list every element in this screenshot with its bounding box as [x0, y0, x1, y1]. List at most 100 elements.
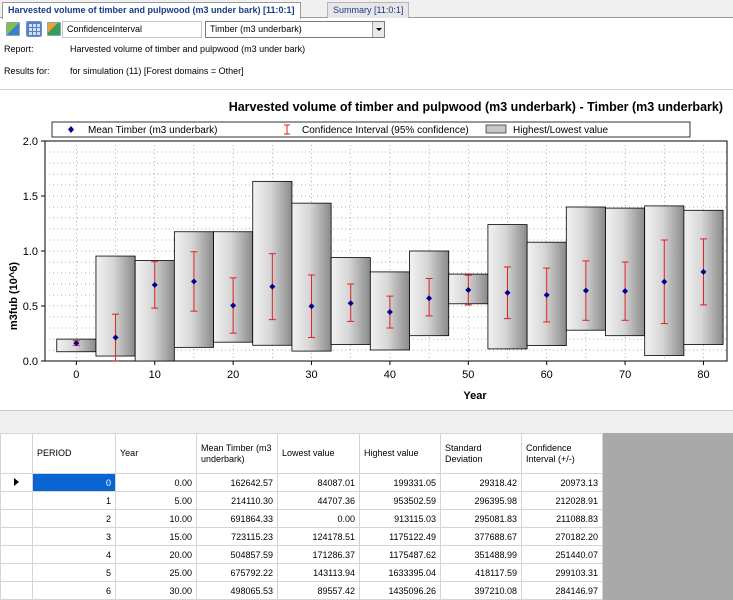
- cell-highest[interactable]: 1175122.49: [359, 527, 441, 546]
- row-selector[interactable]: [0, 545, 33, 564]
- table-row[interactable]: 0 0.00 162642.57 84087.01 199331.05 29318.42 2…: [0, 473, 603, 492]
- tab-summary[interactable]: Summary [11:0:1]: [327, 2, 410, 18]
- cell-ci[interactable]: 212028.91: [521, 491, 603, 510]
- splitter[interactable]: [0, 410, 733, 433]
- cell-period[interactable]: 3: [32, 527, 116, 546]
- legend-diamond-icon: [68, 126, 74, 133]
- cell-stddev[interactable]: 296395.98: [440, 491, 522, 510]
- column-header-year[interactable]: Year: [115, 433, 197, 474]
- cell-ci[interactable]: 270182.20: [521, 527, 603, 546]
- column-header-ci[interactable]: Confidence Interval (+/-): [521, 433, 603, 474]
- cell-mean[interactable]: 162642.57: [196, 473, 278, 492]
- row-selector[interactable]: [0, 473, 33, 492]
- cell-mean[interactable]: 504857.59: [196, 545, 278, 564]
- cell-highest[interactable]: 913115.03: [359, 509, 441, 528]
- table-row[interactable]: 4 20.00 504857.59 171286.37 1175487.62 351488…: [0, 545, 603, 564]
- column-header-stddev[interactable]: Standard Deviation: [440, 433, 522, 474]
- cell-highest[interactable]: 953502.59: [359, 491, 441, 510]
- chevron-down-icon[interactable]: [372, 22, 384, 37]
- results-table: PERIOD Year Mean Timber (m3 underbark) L…: [0, 433, 603, 600]
- cell-lowest[interactable]: 89557.42: [277, 581, 360, 600]
- mean-point: [230, 302, 237, 309]
- table-row[interactable]: 1 5.00 214110.30 44707.36 953502.59 296395.98…: [0, 491, 603, 510]
- mean-point: [269, 283, 276, 290]
- report-value: Harvested volume of timber and pulpwood …: [70, 44, 306, 54]
- cell-stddev[interactable]: 295081.83: [440, 509, 522, 528]
- table-row[interactable]: 3 15.00 723115.23 124178.51 1175122.49 377688…: [0, 527, 603, 546]
- cell-mean[interactable]: 498065.53: [196, 581, 278, 600]
- report-label: Report:: [4, 44, 34, 54]
- cell-year[interactable]: 0.00: [115, 473, 197, 492]
- cell-period[interactable]: 1: [32, 491, 116, 510]
- cell-lowest[interactable]: 84087.01: [277, 473, 360, 492]
- x-tick-label: 10: [149, 369, 161, 381]
- cell-lowest[interactable]: 0.00: [277, 509, 360, 528]
- results-value: for simulation (11) [Forest domains = Ot…: [70, 66, 244, 76]
- legend-box: [51, 121, 691, 138]
- cell-highest[interactable]: 1633395.04: [359, 563, 441, 582]
- cell-stddev[interactable]: 397210.08: [440, 581, 522, 600]
- row-selector[interactable]: [0, 509, 33, 528]
- chart-image-icon[interactable]: [6, 22, 20, 36]
- column-header-period[interactable]: PERIOD: [32, 433, 116, 474]
- cell-period[interactable]: 6: [32, 581, 116, 600]
- table-row[interactable]: 2 10.00 691864.33 0.00 913115.03 295081.83 211…: [0, 509, 603, 528]
- cell-lowest[interactable]: 44707.36: [277, 491, 360, 510]
- y-tick-label: 0.0: [23, 356, 38, 368]
- cell-mean[interactable]: 675792.22: [196, 563, 278, 582]
- series-value: Timber (m3 underbark): [210, 24, 302, 34]
- grid-icon[interactable]: [26, 21, 42, 37]
- cell-stddev[interactable]: 418117.59: [440, 563, 522, 582]
- cell-ci[interactable]: 251440.07: [521, 545, 603, 564]
- cell-ci[interactable]: 20973.13: [521, 473, 603, 492]
- toolbar: ConfidenceInterval Timber (m3 underbark): [0, 19, 733, 41]
- column-header-highest[interactable]: Highest value: [359, 433, 441, 474]
- cell-mean[interactable]: 691864.33: [196, 509, 278, 528]
- cell-mean[interactable]: 214110.30: [196, 491, 278, 510]
- chart-series-icon[interactable]: [47, 22, 61, 36]
- cell-highest[interactable]: 1175487.62: [359, 545, 441, 564]
- cell-mean[interactable]: 723115.23: [196, 527, 278, 546]
- row-selector[interactable]: [0, 491, 33, 510]
- cell-year[interactable]: 20.00: [115, 545, 197, 564]
- cell-lowest[interactable]: 171286.37: [277, 545, 360, 564]
- mean-point: [661, 278, 668, 285]
- chart-type-select[interactable]: ConfidenceInterval: [62, 21, 202, 38]
- cell-ci[interactable]: 284146.97: [521, 581, 603, 600]
- cell-ci[interactable]: 299103.31: [521, 563, 603, 582]
- cell-lowest[interactable]: 143113.94: [277, 563, 360, 582]
- cell-year[interactable]: 15.00: [115, 527, 197, 546]
- cell-year[interactable]: 10.00: [115, 509, 197, 528]
- cell-period[interactable]: 5: [32, 563, 116, 582]
- cell-period[interactable]: 4: [32, 545, 116, 564]
- cell-period[interactable]: 0: [32, 473, 116, 492]
- cell-stddev[interactable]: 351488.99: [440, 545, 522, 564]
- legend-minmax: Highest/Lowest value: [513, 125, 608, 136]
- cell-year[interactable]: 25.00: [115, 563, 197, 582]
- series-select[interactable]: Timber (m3 underbark): [205, 21, 385, 38]
- tab-report[interactable]: Harvested volume of timber and pulpwood …: [2, 2, 301, 19]
- column-header-lowest[interactable]: Lowest value: [277, 433, 360, 474]
- cell-year[interactable]: 30.00: [115, 581, 197, 600]
- mean-point: [308, 303, 315, 310]
- column-header-mean[interactable]: Mean Timber (m3 underbark): [196, 433, 278, 474]
- row-selector[interactable]: [0, 581, 33, 600]
- chart-type-value: ConfidenceInterval: [67, 24, 143, 34]
- row-arrow-icon: [14, 477, 19, 486]
- cell-highest[interactable]: 199331.05: [359, 473, 441, 492]
- cell-year[interactable]: 5.00: [115, 491, 197, 510]
- cell-period[interactable]: 2: [32, 509, 116, 528]
- cell-highest[interactable]: 1435096.26: [359, 581, 441, 600]
- cell-stddev[interactable]: 377688.67: [440, 527, 522, 546]
- cell-ci[interactable]: 211088.83: [521, 509, 603, 528]
- table-row[interactable]: 6 30.00 498065.53 89557.42 1435096.26 397210.…: [0, 581, 603, 600]
- chart-panel: Harvested volume of timber and pulpwood …: [0, 94, 733, 410]
- column-header-rowselector: [0, 433, 33, 474]
- row-selector[interactable]: [0, 527, 33, 546]
- x-tick-label: 0: [73, 369, 79, 381]
- mean-point: [112, 334, 119, 341]
- cell-stddev[interactable]: 29318.42: [440, 473, 522, 492]
- row-selector[interactable]: [0, 563, 33, 582]
- table-row[interactable]: 5 25.00 675792.22 143113.94 1633395.04 418117…: [0, 563, 603, 582]
- cell-lowest[interactable]: 124178.51: [277, 527, 360, 546]
